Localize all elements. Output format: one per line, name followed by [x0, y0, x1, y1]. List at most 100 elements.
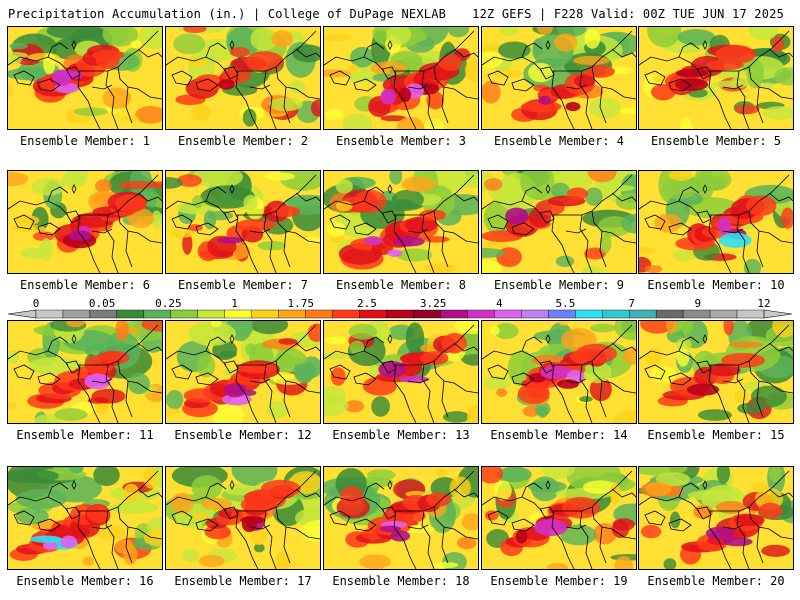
- colorbar-swatch: [62, 309, 91, 319]
- member-label: Ensemble Member: 2: [177, 134, 309, 148]
- member-label: Ensemble Member: 6: [19, 278, 151, 292]
- precip-field: [639, 321, 793, 423]
- member-label: Ensemble Member: 8: [335, 278, 467, 292]
- ensemble-member-map: [165, 320, 321, 424]
- precip-field: [639, 171, 793, 273]
- ensemble-member-map: [7, 26, 163, 130]
- colorbar-tick-label: 4: [495, 297, 503, 310]
- member-label: Ensemble Member: 3: [335, 134, 467, 148]
- precip-field: [8, 171, 162, 273]
- ensemble-member-map: [638, 26, 794, 130]
- ensemble-member-map: [323, 170, 479, 274]
- member-label: Ensemble Member: 14: [490, 428, 628, 442]
- ensemble-member-map: [323, 320, 479, 424]
- ensemble-member-map: [638, 170, 794, 274]
- colorbar-swatch: [89, 309, 118, 319]
- ensemble-member-map: [7, 466, 163, 570]
- colorbar-swatch: [359, 309, 387, 319]
- colorbar-tick-label: 0.05: [88, 297, 116, 310]
- precip-field: [324, 171, 478, 273]
- colorbar-swatch: [655, 309, 684, 319]
- precip-field: [166, 467, 320, 569]
- member-label: Ensemble Member: 7: [177, 278, 309, 292]
- ensemble-member-map: [481, 170, 637, 274]
- ensemble-member-map: [165, 170, 321, 274]
- colorbar-swatch: [224, 309, 252, 319]
- member-label: Ensemble Member: 17: [174, 574, 312, 588]
- colorbar-tick-label: 2.5: [356, 297, 377, 310]
- colorbar-swatch: [602, 309, 630, 319]
- colorbar-swatch: [386, 309, 414, 319]
- colorbar-swatch: [682, 309, 711, 319]
- ensemble-member-map: [481, 26, 637, 130]
- colorbar-min-arrow: [7, 309, 37, 319]
- member-label: Ensemble Member: 5: [650, 134, 782, 148]
- member-label: Ensemble Member: 10: [647, 278, 785, 292]
- precip-colorbar: [7, 309, 793, 319]
- precip-field: [324, 467, 478, 569]
- colorbar-tick-label: 7: [628, 297, 635, 310]
- member-label: Ensemble Member: 12: [174, 428, 312, 442]
- colorbar-swatch: [521, 309, 549, 319]
- precip-field: [324, 321, 478, 423]
- ensemble-member-map: [323, 466, 479, 570]
- colorbar-tick-label: 5.5: [555, 297, 576, 310]
- colorbar-tick-label: 12: [757, 297, 771, 310]
- colorbar-tick-label: 1.75: [287, 297, 314, 310]
- member-label: Ensemble Member: 11: [16, 428, 154, 442]
- colorbar-swatch: [467, 309, 495, 319]
- colorbar-tick-label: 0: [32, 297, 40, 310]
- member-label: Ensemble Member: 16: [16, 574, 154, 588]
- precip-field: [639, 27, 793, 129]
- member-label: Ensemble Member: 9: [493, 278, 625, 292]
- member-label: Ensemble Member: 18: [332, 574, 470, 588]
- colorbar-swatch: [305, 309, 333, 319]
- colorbar-tick-label: 3.25: [419, 297, 447, 310]
- ensemble-member-map: [7, 170, 163, 274]
- ensemble-member-map: [638, 320, 794, 424]
- colorbar-tick-label: 0.25: [155, 297, 182, 310]
- ensemble-member-map: [165, 26, 321, 130]
- colorbar-swatch: [143, 309, 172, 319]
- precip-field: [482, 467, 636, 569]
- ensemble-member-map: [481, 320, 637, 424]
- precip-field: [482, 171, 636, 273]
- colorbar-swatch: [116, 309, 145, 319]
- colorbar-swatch: [278, 309, 306, 319]
- member-label: Ensemble Member: 15: [647, 428, 785, 442]
- member-label: Ensemble Member: 1: [19, 134, 151, 148]
- colorbar-tick-label: 1: [231, 297, 238, 310]
- ensemble-member-map: [481, 466, 637, 570]
- member-label: Ensemble Member: 20: [647, 574, 785, 588]
- colorbar-max-arrow: [763, 309, 793, 319]
- member-label: Ensemble Member: 13: [332, 428, 470, 442]
- colorbar-swatch: [709, 309, 738, 319]
- colorbar-swatch: [35, 309, 64, 319]
- colorbar-swatch: [494, 309, 522, 319]
- colorbar-tick-label: 9: [694, 297, 702, 310]
- member-label: Ensemble Member: 19: [490, 574, 628, 588]
- precip-field: [482, 321, 636, 423]
- precip-field: [166, 171, 320, 273]
- precip-field: [482, 27, 636, 129]
- run-valid-time: 12Z GEFS | F228 Valid: 00Z TUE JUN 17 20…: [472, 7, 784, 21]
- ensemble-member-map: [638, 466, 794, 570]
- member-label: Ensemble Member: 4: [493, 134, 625, 148]
- precip-field: [166, 321, 320, 423]
- colorbar-swatch: [548, 309, 576, 319]
- ensemble-member-map: [165, 466, 321, 570]
- colorbar-swatch: [170, 309, 198, 319]
- precip-field: [166, 27, 320, 129]
- colorbar-swatch: [197, 309, 225, 319]
- chart-title: Precipitation Accumulation (in.) | Colle…: [8, 7, 447, 21]
- precip-field: [8, 27, 162, 129]
- precip-field: [639, 467, 793, 569]
- colorbar-swatch: [440, 309, 468, 319]
- colorbar-swatch: [413, 309, 441, 319]
- colorbar-swatch: [251, 309, 279, 319]
- ensemble-member-map: [323, 26, 479, 130]
- ensemble-member-map: [7, 320, 163, 424]
- precip-field: [324, 27, 478, 129]
- precip-field: [8, 467, 162, 569]
- precip-field: [8, 321, 162, 423]
